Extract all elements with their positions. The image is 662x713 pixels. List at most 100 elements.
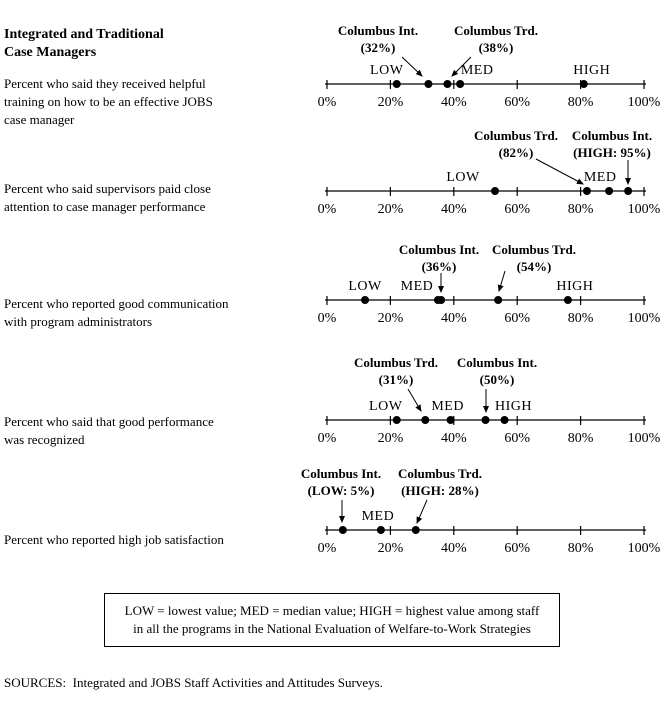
- annotation-value-label: (82%): [499, 145, 534, 160]
- data-point-dot: [421, 416, 430, 424]
- data-point-dot: [624, 187, 633, 195]
- data-point-dot: [361, 296, 370, 304]
- tick-label: 80%: [568, 541, 594, 556]
- tick-label: 60%: [504, 431, 530, 446]
- annotation-series-label: Columbus Trd.: [454, 23, 538, 38]
- annotation-series-label: Columbus Int.: [301, 466, 381, 481]
- row-label: Percent who reported good communication …: [4, 296, 229, 329]
- data-point-dot: [437, 296, 446, 304]
- annotation-value-label: (31%): [379, 372, 414, 387]
- legend-text: LOW = lowest value; MED = median value; …: [124, 603, 540, 636]
- tier-label: LOW: [369, 399, 403, 414]
- annotation-value-label: (36%): [422, 259, 457, 274]
- data-point-dot: [338, 526, 347, 534]
- tick-label: 80%: [568, 95, 594, 110]
- tick-label: 20%: [378, 311, 404, 326]
- annotation-arrow: [407, 388, 422, 412]
- figure-title: Integrated and Traditional Case Managers: [4, 27, 164, 60]
- tick-label: 20%: [378, 95, 404, 110]
- tick-label: 20%: [378, 541, 404, 556]
- tick-label: 40%: [441, 311, 467, 326]
- annotation-series-label: Columbus Int.: [399, 242, 479, 257]
- annotation-arrow: [451, 56, 472, 77]
- tier-label: MED: [431, 399, 464, 414]
- tier-label: HIGH: [573, 63, 610, 78]
- tick-label: 60%: [504, 311, 530, 326]
- tier-label: LOW: [370, 63, 404, 78]
- tier-label: MED: [461, 63, 494, 78]
- tier-label: HIGH: [495, 399, 532, 414]
- annotation-series-label: Columbus Trd.: [354, 355, 438, 370]
- tier-label: LOW: [348, 279, 382, 294]
- data-point-dot: [376, 526, 385, 534]
- tick-label: 100%: [628, 202, 661, 217]
- chart-row: 0% 20% 40% 60% 80% 100% LOW MED HIGH Columbus Int…: [318, 23, 661, 110]
- data-point-dot: [563, 296, 572, 304]
- annotation-value-label: (HIGH: 95%): [573, 145, 651, 160]
- data-point-dot: [446, 416, 455, 424]
- tick-label: 80%: [568, 311, 594, 326]
- annotation-value-label: (38%): [479, 40, 514, 55]
- annotation-arrow: [416, 499, 428, 524]
- annotation-arrow: [497, 270, 506, 292]
- tick-label: 20%: [378, 431, 404, 446]
- annotation-value-label: (50%): [480, 372, 515, 387]
- data-point-dot: [491, 187, 500, 195]
- data-point-dot: [579, 80, 588, 88]
- data-point-dot: [456, 80, 465, 88]
- tick-label: 40%: [441, 202, 467, 217]
- data-point-dot: [392, 80, 401, 88]
- data-point-dot: [605, 187, 614, 195]
- tick-label: 100%: [628, 431, 661, 446]
- tick-label: 60%: [504, 202, 530, 217]
- annotation-value-label: (32%): [361, 40, 396, 55]
- tick-label: 40%: [441, 541, 467, 556]
- tick-label: 80%: [568, 202, 594, 217]
- data-point-dot: [411, 526, 420, 534]
- tick-label: 100%: [628, 311, 661, 326]
- row-label: Percent who said that good performance w…: [4, 414, 214, 447]
- annotation-series-label: Columbus Trd.: [474, 128, 558, 143]
- data-point-dot: [443, 80, 452, 88]
- tick-label: 40%: [441, 431, 467, 446]
- tier-label: MED: [362, 509, 395, 524]
- annotation-arrow: [401, 56, 423, 77]
- tier-label: MED: [584, 170, 617, 185]
- tier-label: MED: [401, 279, 434, 294]
- annotation-value-label: (HIGH: 28%): [401, 483, 479, 498]
- legend-box: LOW = lowest value; MED = median value; …: [104, 593, 560, 647]
- tier-label: LOW: [446, 170, 480, 185]
- row-label: Percent who reported high job satisfacti…: [4, 532, 224, 547]
- row-label: Percent who said supervisors paid close …: [4, 181, 211, 214]
- annotation-value-label: (LOW: 5%): [308, 483, 375, 498]
- tick-label: 0%: [318, 541, 337, 556]
- annotation-series-label: Columbus Int.: [572, 128, 652, 143]
- tick-label: 100%: [628, 95, 661, 110]
- data-point-dot: [494, 296, 503, 304]
- chart-row: 0% 20% 40% 60% 80% 100% MED Columbus Int. (LOW: …: [301, 466, 661, 556]
- tick-label: 0%: [318, 95, 337, 110]
- chart-row: 0% 20% 40% 60% 80% 100% LOW MED HIGH Columbus Int…: [318, 242, 661, 326]
- annotation-series-label: Columbus Int.: [338, 23, 418, 38]
- annotation-series-label: Columbus Trd.: [492, 242, 576, 257]
- chart-row: 0% 20% 40% 60% 80% 100% LOW MED HIGH Columbus Trd…: [318, 355, 661, 446]
- tick-label: 100%: [628, 541, 661, 556]
- tick-label: 40%: [441, 95, 467, 110]
- tick-label: 80%: [568, 431, 594, 446]
- tick-label: 0%: [318, 311, 337, 326]
- tick-label: 60%: [504, 541, 530, 556]
- sources-note: SOURCES: Integrated and JOBS Staff Activ…: [4, 675, 383, 690]
- data-point-dot: [500, 416, 509, 424]
- data-point-dot: [481, 416, 490, 424]
- tick-label: 60%: [504, 95, 530, 110]
- tick-label: 0%: [318, 202, 337, 217]
- annotation-arrow: [535, 158, 584, 185]
- annotation-series-label: Columbus Int.: [457, 355, 537, 370]
- data-point-dot: [392, 416, 401, 424]
- chart-row: 0% 20% 40% 60% 80% 100% LOW MED Columbus Trd. (82…: [318, 128, 661, 217]
- annotation-series-label: Columbus Trd.: [398, 466, 482, 481]
- annotation-value-label: (54%): [517, 259, 552, 274]
- row-label: Percent who said they received helpful t…: [4, 76, 213, 127]
